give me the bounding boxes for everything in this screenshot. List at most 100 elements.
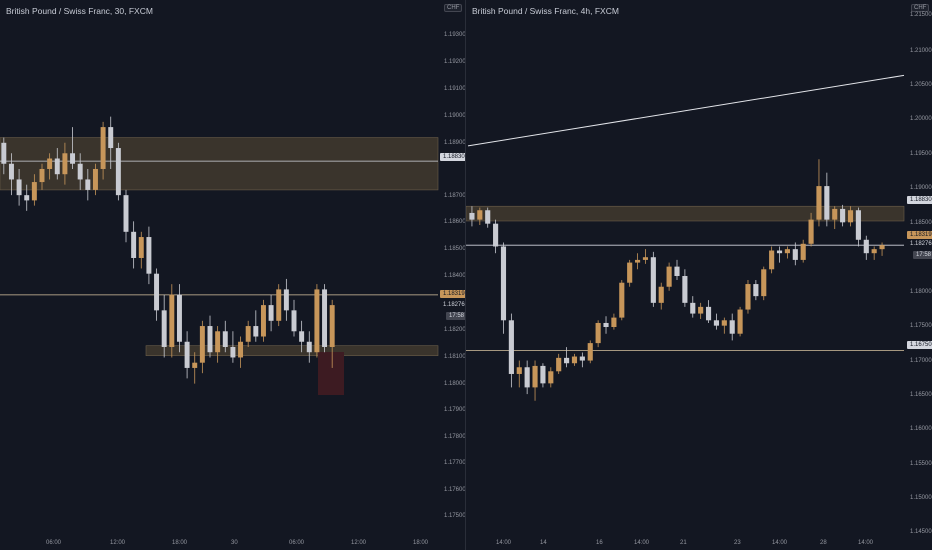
time-tick-label: 16 (596, 540, 603, 546)
price-tick-label: 1.16500 (910, 392, 932, 398)
candle-body (485, 210, 491, 224)
candle-body (548, 371, 554, 384)
candle-body (169, 294, 175, 347)
candle-body (322, 289, 328, 347)
candle-body (642, 257, 649, 260)
price-tick-label: 1.19100 (444, 86, 466, 92)
right-chart-pane[interactable]: British Pound / Swiss Franc, 4h, FXCM CH… (466, 0, 932, 550)
left-chart-pane[interactable]: British Pound / Swiss Franc, 30, FXCM 1.… (0, 0, 466, 550)
candle-body (540, 365, 546, 384)
candle-body (215, 331, 221, 353)
candle-body (619, 282, 625, 318)
candle-body (784, 249, 790, 254)
candle-body (508, 320, 514, 374)
candle-body (635, 259, 641, 263)
candle-body (761, 269, 767, 297)
right-chart-title: British Pound / Swiss Franc, 4h, FXCM (472, 6, 619, 16)
candle-body (222, 331, 228, 347)
candle-body (587, 343, 593, 361)
candle-body (245, 326, 251, 342)
right-currency-label: CHF (911, 4, 930, 12)
left-level-badge: 1.18830 (440, 153, 466, 161)
candle-body (291, 310, 297, 332)
time-tick-label: 18:00 (172, 540, 188, 546)
candle-body (283, 289, 289, 311)
candle-body (268, 305, 274, 321)
price-tick-label: 1.17500 (444, 513, 466, 519)
right-countdown-badge: 17:58 (913, 251, 932, 259)
price-tick-label: 1.20500 (910, 82, 932, 88)
time-tick-label: 21 (680, 540, 687, 546)
price-tick-label: 1.16000 (910, 426, 932, 432)
price-tick-label: 1.15000 (910, 495, 932, 501)
candle-body (698, 306, 704, 314)
candle-body (855, 210, 861, 240)
candle-body (238, 341, 244, 358)
candle-body (500, 246, 507, 321)
candle-body (115, 148, 121, 196)
right-bid-badge: 1.18319 (907, 231, 932, 239)
left-chart-title: British Pound / Swiss Franc, 30, FXCM (6, 6, 153, 16)
price-tick-label: 1.18000 (444, 381, 466, 387)
left-countdown-badge: 17:58 (446, 312, 466, 320)
time-tick-label: 12:00 (351, 540, 367, 546)
candle-body (176, 294, 182, 342)
candle-body (24, 195, 30, 201)
candle-body (108, 127, 114, 149)
candle-body (808, 219, 814, 244)
pane-divider[interactable] (465, 0, 466, 550)
candle-body (713, 320, 719, 326)
left-currency-label: CHF (444, 4, 463, 12)
candle-body (690, 302, 696, 314)
price-tick-label: 1.18000 (910, 289, 932, 295)
right-chart-canvas[interactable] (466, 0, 932, 550)
candle-body (847, 210, 854, 223)
candle-body (207, 326, 213, 353)
candle-body (729, 320, 735, 334)
candle-body (299, 331, 305, 342)
price-tick-label: 1.17600 (444, 487, 466, 493)
time-tick-label: 12:00 (110, 540, 126, 546)
candle-body (260, 305, 266, 337)
candle-body (184, 341, 190, 368)
price-tick-label: 1.19200 (444, 59, 466, 65)
candle-body (70, 153, 76, 164)
time-tick-label: 06:00 (46, 540, 62, 546)
time-tick-label: 14:00 (772, 540, 788, 546)
candle-body (650, 257, 656, 303)
candle-body (493, 223, 499, 247)
candle-body (306, 341, 312, 353)
candle-body (776, 250, 783, 254)
candle-body (77, 163, 83, 180)
price-tick-label: 1.18600 (444, 219, 466, 225)
candle-body (16, 179, 22, 196)
candle-body (682, 276, 688, 303)
price-tick-label: 1.21000 (910, 48, 932, 54)
candle-body (516, 367, 522, 374)
resistance-zone (466, 205, 905, 222)
candle-body (477, 210, 483, 220)
candle-body (603, 322, 609, 327)
candle-body (469, 212, 475, 220)
candle-body (39, 168, 45, 183)
risk-box (318, 352, 344, 395)
candle-body (192, 362, 198, 368)
trend-line (467, 74, 905, 147)
time-tick-label: 30 (231, 540, 238, 546)
time-tick-label: 28 (820, 540, 827, 546)
price-tick-label: 1.17800 (444, 434, 466, 440)
candle-body (705, 306, 712, 321)
price-tick-label: 1.17900 (444, 407, 466, 413)
price-tick-label: 1.18200 (444, 327, 466, 333)
candle-body (666, 266, 672, 287)
candle-body (329, 305, 335, 347)
left-chart-canvas[interactable] (0, 0, 466, 550)
support-zone (145, 345, 439, 356)
candle-body (863, 239, 869, 254)
price-tick-label: 1.17700 (444, 460, 466, 466)
candle-body (627, 262, 633, 283)
candle-body (146, 237, 152, 274)
price-tick-label: 1.19000 (910, 185, 932, 191)
price-tick-label: 1.17500 (910, 323, 932, 329)
candle-body (54, 158, 60, 175)
